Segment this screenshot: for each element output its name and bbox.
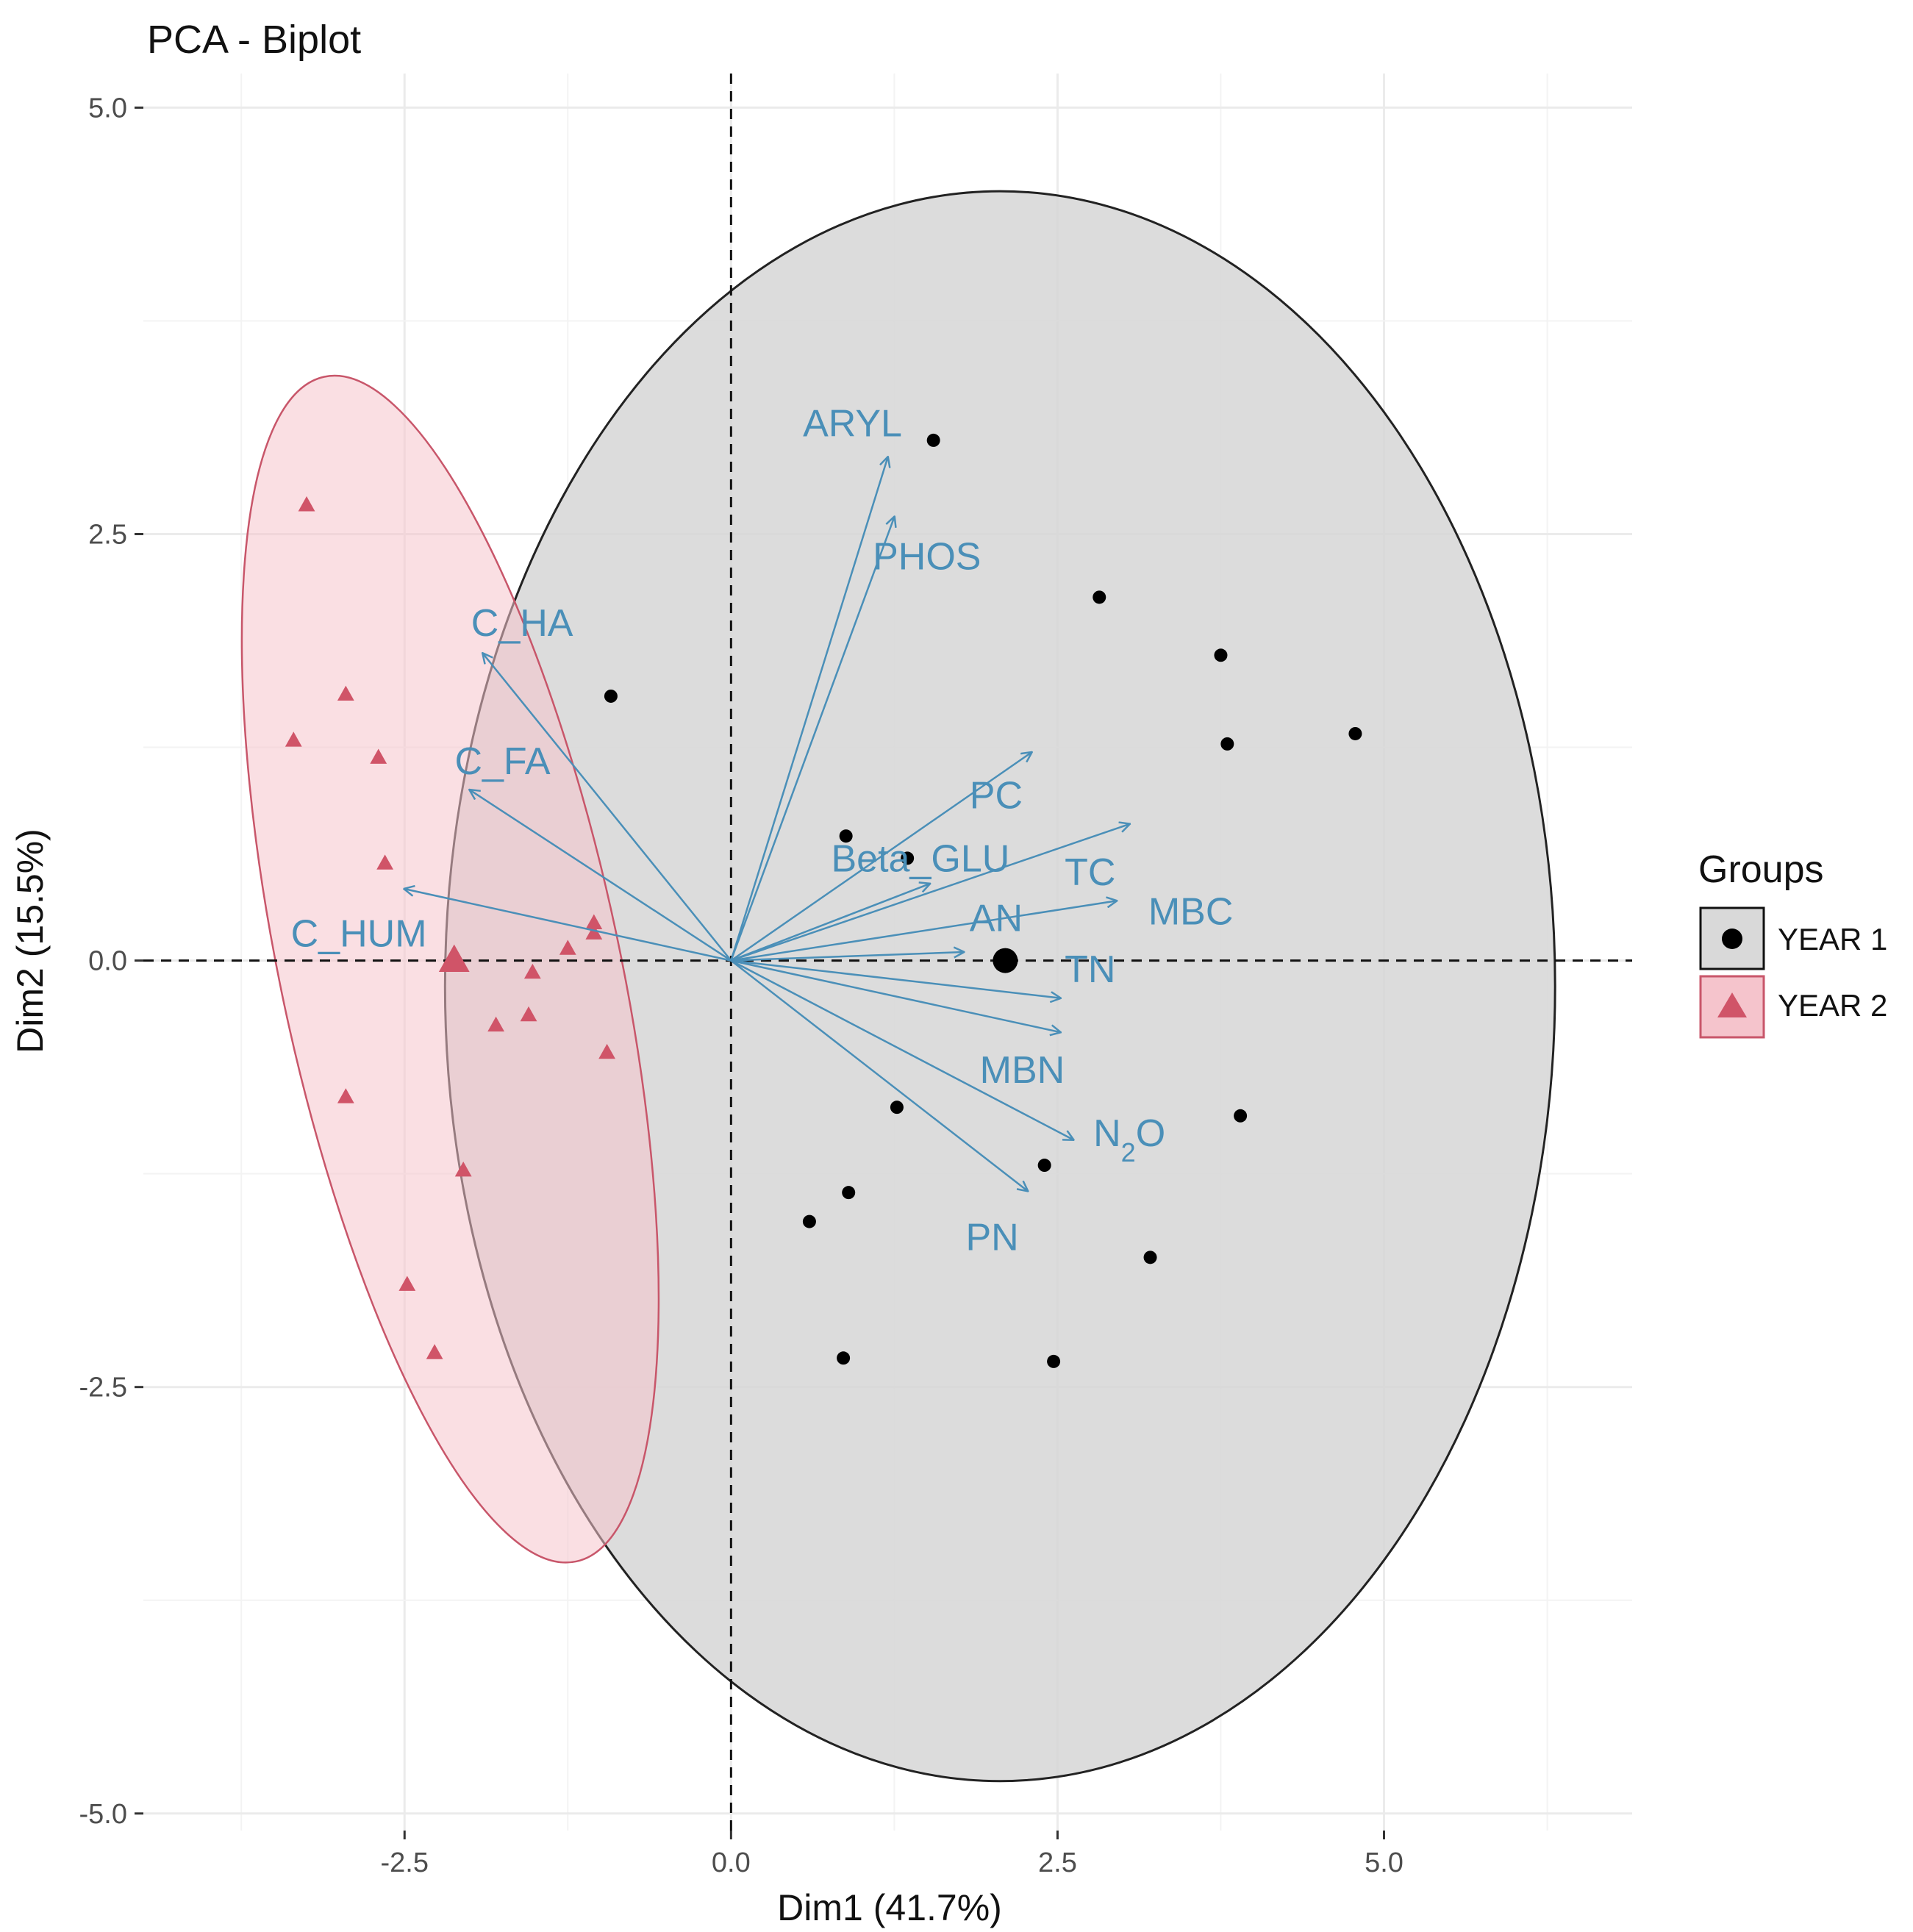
y-tick-label: 0.0	[88, 946, 127, 977]
point-year2	[523, 963, 541, 979]
arrow-c_ha	[483, 654, 732, 962]
arrow-aryl	[730, 457, 887, 961]
point-year2	[487, 1016, 505, 1032]
point-year1	[1047, 1354, 1061, 1368]
label-c_ha: C_HA	[471, 602, 573, 645]
point-year2	[454, 1162, 472, 1177]
point-year1	[901, 851, 915, 865]
point-year2	[298, 496, 315, 512]
point-year2	[337, 1088, 354, 1103]
reference-lines	[143, 74, 1632, 1831]
point-year1	[1220, 737, 1234, 751]
label-c_hum: C_HUM	[291, 912, 427, 955]
point-year1	[1348, 726, 1362, 740]
y-tick-label: 2.5	[88, 520, 127, 551]
point-year2	[426, 1344, 443, 1359]
y-tick-label: -2.5	[79, 1373, 127, 1403]
arrow-pn	[730, 959, 1027, 1191]
centroid-year1	[993, 948, 1018, 973]
chart-title: PCA - Biplot	[147, 18, 361, 62]
point-year1	[1234, 1109, 1248, 1123]
point-year1	[1214, 648, 1228, 662]
label-phos: PHOS	[873, 536, 981, 579]
variable-labels: ARYL PHOS C_HA C_FA C_HUM PC Beta_GLU TC MBC AN TN…	[291, 403, 1234, 1259]
point-year1	[802, 1214, 816, 1228]
arrow-n2o	[730, 959, 1073, 1140]
arrow-tc	[730, 824, 1129, 962]
point-year1	[604, 689, 618, 703]
point-year2	[585, 914, 603, 929]
legend-title: Groups	[1698, 848, 1824, 891]
x-tick-label: 5.0	[1365, 1847, 1404, 1878]
arrow-mbc	[731, 901, 1116, 962]
label-mbc: MBC	[1148, 890, 1234, 933]
point-year1	[890, 1101, 904, 1115]
x-tick-label: -2.5	[381, 1847, 429, 1878]
legend-marker-year2	[1717, 992, 1747, 1017]
arrow-mbn	[731, 959, 1060, 1032]
y-tick-label: 5.0	[88, 93, 127, 124]
label-aryl: ARYL	[803, 403, 902, 446]
y-tick-label: -5.0	[79, 1799, 127, 1830]
data-points	[285, 433, 1362, 1368]
label-an: AN	[970, 898, 1023, 940]
y-axis-title: Dim2 (15.5%)	[10, 829, 51, 1053]
centroid-year2	[438, 944, 470, 973]
legend-label-year2: YEAR 2	[1778, 988, 1887, 1023]
point-year2	[559, 940, 576, 955]
point-year1	[842, 1186, 856, 1200]
arrow-an	[731, 952, 963, 962]
point-year1	[1143, 1251, 1157, 1264]
arrow-c_fa	[470, 790, 732, 962]
arrow-c_hum	[404, 889, 732, 962]
point-year2	[520, 1006, 537, 1022]
label-c_fa: C_FA	[454, 740, 550, 783]
point-year2	[285, 731, 302, 747]
legend-marker-year1	[1722, 929, 1742, 949]
point-year1	[837, 1351, 851, 1365]
label-tc: TC	[1065, 851, 1115, 894]
label-pc: PC	[970, 775, 1023, 817]
point-year2	[376, 854, 394, 870]
x-axis-title: Dim1 (41.7%)	[777, 1887, 1002, 1928]
point-year1	[1093, 590, 1106, 604]
point-year2	[370, 748, 387, 764]
variable-arrows	[404, 457, 1129, 1191]
point-year2	[337, 685, 354, 701]
point-year1	[1037, 1159, 1051, 1173]
label-mbn: MBN	[980, 1049, 1065, 1092]
point-year2	[598, 1043, 615, 1059]
point-year1	[926, 433, 940, 447]
arrow-tn	[731, 959, 1060, 998]
label-beta_glu: Beta_GLU	[832, 837, 1010, 880]
x-tick-label: 2.5	[1038, 1847, 1077, 1878]
x-tick-label: 0.0	[712, 1847, 751, 1878]
point-year2	[585, 924, 603, 940]
legend-label-year1: YEAR 1	[1778, 922, 1887, 956]
point-year2	[398, 1276, 416, 1291]
arrow-beta_glu	[730, 884, 929, 962]
label-tn: TN	[1065, 948, 1115, 991]
axis-ticks: -2.5 0.0 2.5 5.0 5.0 2.5 0.0 -2.5 -5.0	[79, 93, 1404, 1878]
arrow-pc	[730, 753, 1031, 962]
label-pn: PN	[965, 1217, 1018, 1259]
point-year1	[839, 829, 853, 843]
arrow-phos	[730, 517, 894, 962]
legend: Groups YEAR 1 YEAR 2	[1698, 848, 1887, 1039]
